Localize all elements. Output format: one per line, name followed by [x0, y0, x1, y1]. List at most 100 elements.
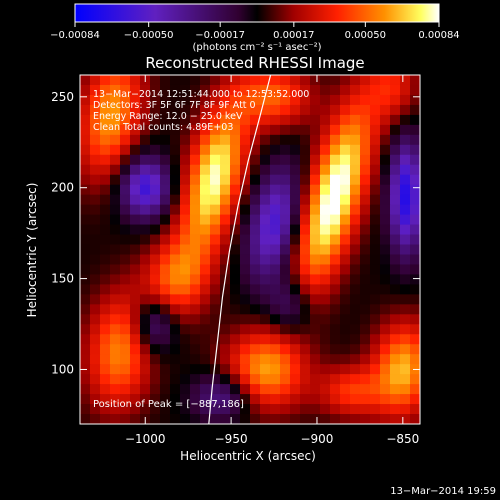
heatmap-cell: [90, 274, 101, 285]
heatmap-cell: [410, 174, 421, 186]
heatmap-cell: [390, 234, 401, 245]
heatmap-cell: [270, 194, 281, 206]
heatmap-cell: [80, 294, 91, 305]
heatmap-cell: [400, 94, 411, 106]
heatmap-cell: [100, 234, 111, 245]
heatmap-cell: [130, 394, 141, 405]
heatmap-cell: [190, 334, 201, 345]
heatmap-cell: [390, 134, 401, 146]
heatmap-cell: [370, 124, 381, 136]
heatmap-cell: [400, 254, 411, 265]
heatmap-cell: [250, 184, 261, 196]
heatmap-cell: [80, 314, 91, 325]
heatmap-cell: [230, 174, 241, 186]
heatmap-cell: [230, 274, 241, 285]
heatmap-cell: [220, 284, 231, 295]
heatmap-cell: [160, 114, 171, 126]
heatmap-cell: [200, 75, 211, 86]
heatmap-cell: [250, 234, 261, 245]
heatmap-cell: [330, 194, 341, 206]
heatmap-cell: [210, 154, 221, 166]
heatmap-cell: [300, 124, 311, 136]
heatmap-cell: [80, 154, 91, 166]
heatmap-cell: [140, 134, 151, 146]
heatmap-cell: [290, 404, 301, 415]
heatmap-cell: [220, 384, 231, 395]
heatmap-cell: [130, 264, 141, 275]
heatmap-cell: [290, 104, 301, 116]
heatmap-cell: [90, 324, 101, 335]
heatmap-cell: [320, 374, 331, 385]
heatmap-cell: [260, 134, 271, 146]
heatmap-cell: [240, 244, 251, 255]
heatmap-cell: [220, 374, 231, 385]
heatmap-cell: [290, 224, 301, 235]
heatmap-cell: [240, 264, 251, 275]
heatmap-cell: [370, 84, 381, 96]
heatmap-cell: [150, 414, 161, 425]
heatmap-cell: [130, 234, 141, 245]
plot-frame: [79, 74, 421, 425]
heatmap-cell: [310, 294, 321, 305]
heatmap-cell: [190, 414, 201, 425]
heatmap-cell: [250, 374, 261, 385]
heatmap-cell: [230, 264, 241, 275]
heatmap-cell: [360, 334, 371, 345]
heatmap-cell: [330, 224, 341, 235]
heatmap-cell: [90, 94, 101, 106]
heatmap-cell: [280, 274, 291, 285]
heatmap-cell: [260, 184, 271, 196]
y-tick-label: 150: [51, 272, 74, 286]
heatmap-cell: [110, 124, 121, 136]
heatmap-cell: [230, 234, 241, 245]
heatmap-cell: [240, 394, 251, 405]
heatmap-cell: [340, 324, 351, 335]
heatmap-cell: [120, 374, 131, 385]
heatmap-cell: [130, 224, 141, 235]
heatmap-cell: [380, 284, 391, 295]
heatmap-cell: [270, 364, 281, 375]
heatmap-cell: [290, 154, 301, 166]
heatmap-cell: [410, 164, 421, 176]
y-tick-label: 100: [51, 362, 74, 376]
heatmap-cell: [180, 164, 191, 176]
heatmap-cell: [300, 414, 311, 425]
heatmap-cell: [350, 144, 361, 156]
heatmap-cell: [280, 354, 291, 365]
heatmap-cell: [180, 224, 191, 235]
heatmap-cell: [320, 94, 331, 106]
heatmap-cell: [140, 314, 151, 325]
heatmap-cell: [360, 294, 371, 305]
heatmap-cell: [290, 244, 301, 255]
heatmap-cell: [170, 274, 181, 285]
heatmap-cell: [110, 114, 121, 126]
heatmap-cell: [140, 144, 151, 156]
heatmap-cell: [330, 75, 341, 86]
heatmap-cell: [160, 304, 171, 315]
limb-curve: [208, 74, 272, 425]
heatmap-cell: [250, 394, 261, 405]
heatmap-cell: [210, 134, 221, 146]
heatmap-cell: [150, 124, 161, 136]
heatmap-cell: [400, 144, 411, 156]
heatmap-cell: [160, 214, 171, 225]
heatmap-cell: [100, 104, 111, 116]
heatmap-cell: [410, 104, 421, 116]
heatmap-cell: [320, 404, 331, 415]
heatmap-cell: [370, 94, 381, 106]
heatmap-cell: [80, 244, 91, 255]
heatmap-cell: [330, 134, 341, 146]
heatmap-cell: [270, 324, 281, 335]
heatmap-cell: [300, 344, 311, 355]
heatmap-cell: [210, 374, 221, 385]
heatmap-cell: [340, 364, 351, 375]
heatmap-cell: [270, 75, 281, 86]
heatmap-cell: [280, 234, 291, 245]
heatmap-cell: [370, 384, 381, 395]
heatmap-cell: [210, 304, 221, 315]
heatmap-cell: [250, 404, 261, 415]
heatmap-cell: [280, 404, 291, 415]
heatmap-cell: [400, 124, 411, 136]
heatmap-cell: [340, 204, 351, 215]
heatmap-cell: [130, 314, 141, 325]
